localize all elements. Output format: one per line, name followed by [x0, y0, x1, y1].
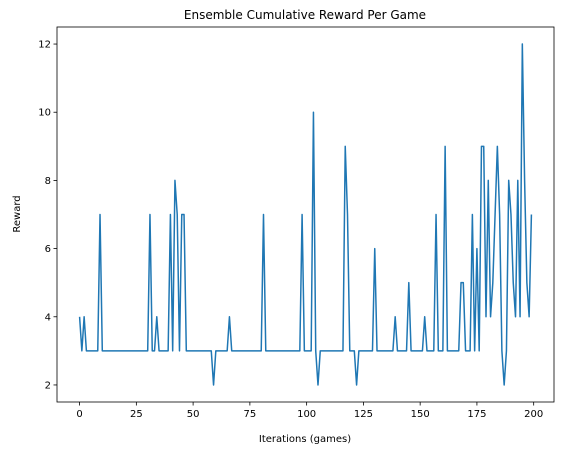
chart-title: Ensemble Cumulative Reward Per Game: [184, 8, 426, 22]
x-tick-label: 125: [354, 409, 373, 420]
y-tick-label: 8: [45, 176, 51, 187]
x-axis-label: Iterations (games): [259, 434, 351, 445]
y-tick-label: 6: [45, 244, 51, 255]
y-axis-label: Reward: [12, 195, 23, 232]
y-tick-label: 2: [45, 380, 51, 391]
x-tick-label: 150: [411, 409, 430, 420]
x-tick-label: 100: [297, 409, 316, 420]
y-tick-label: 12: [38, 40, 51, 51]
y-tick-label: 4: [45, 312, 51, 323]
x-tick-label: 200: [524, 409, 543, 420]
x-tick-label: 0: [76, 409, 82, 420]
line: [78, 43, 533, 386]
x-tick-label: 25: [130, 409, 143, 420]
x-tick-label: 50: [187, 409, 200, 420]
plot-frame: [56, 26, 555, 403]
y-tick-label: 10: [38, 108, 51, 119]
x-tick-label: 175: [467, 409, 486, 420]
x-tick-label: 75: [244, 409, 257, 420]
